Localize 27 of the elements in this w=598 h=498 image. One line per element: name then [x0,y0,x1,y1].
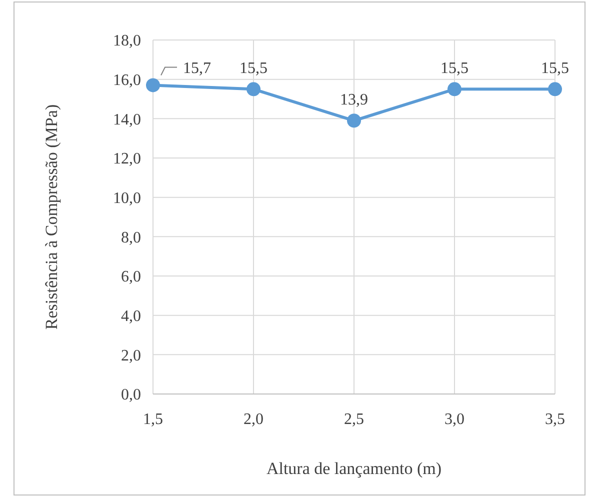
x-tick-label: 3,5 [545,411,565,428]
y-axis-title: Resistência à Compressão (MPa) [42,104,61,330]
point [246,82,260,96]
y-tick-label: 16,0 [113,72,141,89]
data-label: 13,9 [340,92,368,109]
x-tick-label: 2,5 [344,411,364,428]
y-tick-label: 10,0 [113,190,141,207]
y-tick-label: 2,0 [121,347,141,364]
point [448,82,462,96]
y-tick-label: 12,0 [113,150,141,168]
y-tick-label: 8,0 [121,229,141,246]
x-axis-title: Altura de lançamento (m) [266,459,442,478]
point [146,78,160,92]
x-tick-label: 2,0 [244,411,264,428]
point [347,114,361,128]
data-label: 15,5 [240,60,268,78]
point [548,82,562,96]
y-tick-label: 4,0 [121,308,141,325]
y-tick-label: 18,0 [113,32,141,50]
x-tick-label: 3,0 [444,411,464,428]
x-tick-label: 1,5 [143,411,163,428]
y-tick-label: 14,0 [113,111,141,128]
y-tick-label: 0,0 [121,386,141,404]
data-label: 15,7 [183,60,211,78]
data-label: 15,5 [541,60,569,78]
data-label: 15,5 [440,60,468,78]
y-tick-label: 6,0 [121,268,141,286]
